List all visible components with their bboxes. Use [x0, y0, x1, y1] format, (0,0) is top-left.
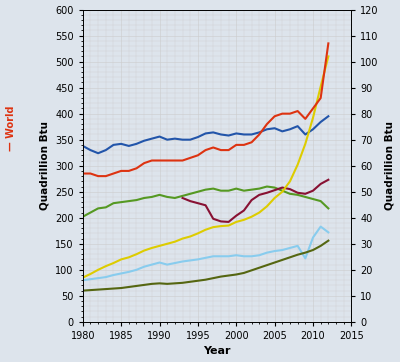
X-axis label: Year: Year: [203, 346, 231, 357]
Y-axis label: Quadrillion Btu: Quadrillion Btu: [384, 121, 394, 210]
Text: — World: — World: [6, 105, 16, 151]
Y-axis label: Quadrillion Btu: Quadrillion Btu: [40, 121, 50, 210]
